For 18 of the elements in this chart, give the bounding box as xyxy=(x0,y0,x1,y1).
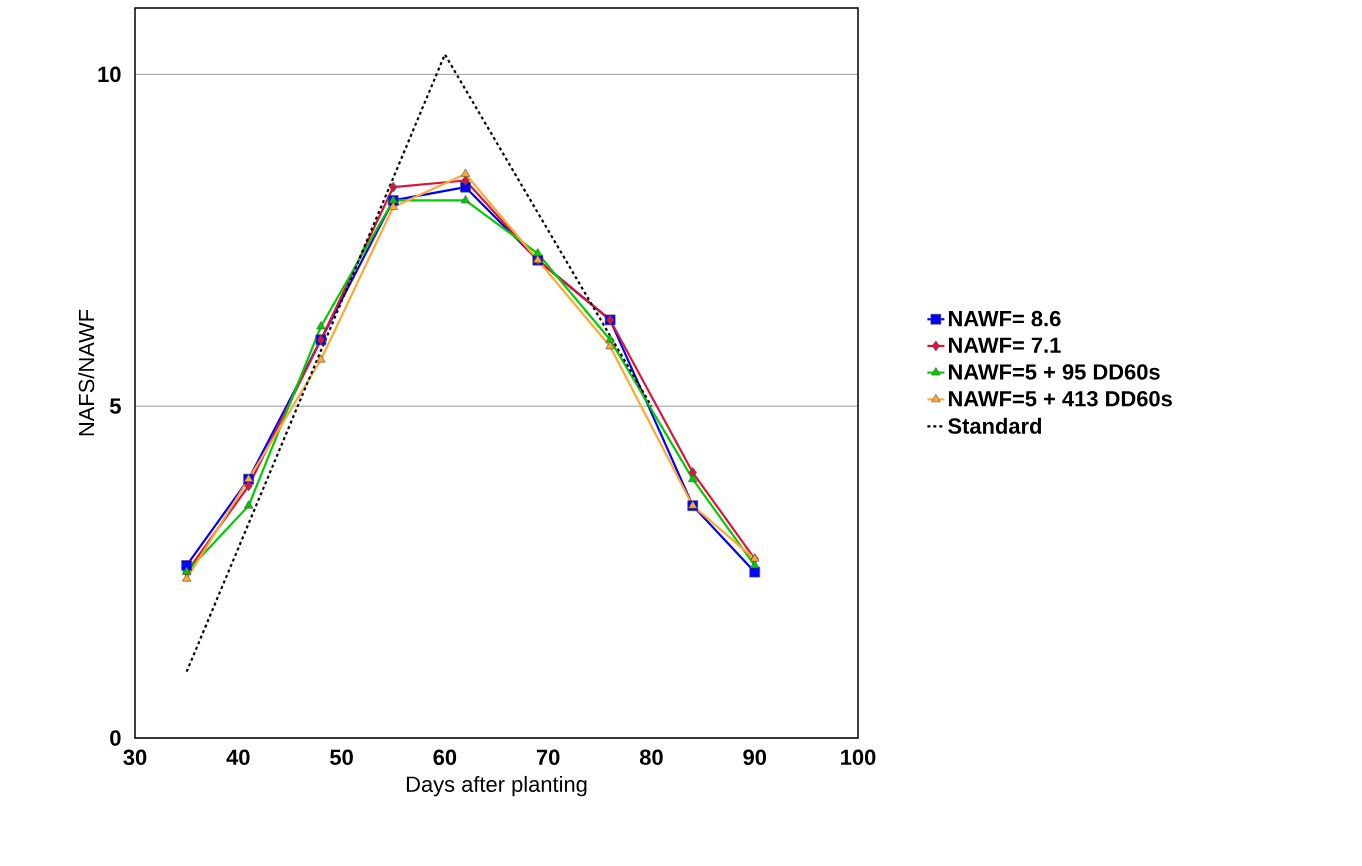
legend-label: NAWF=5 + 95 DD60s xyxy=(948,364,1160,380)
x-tick-label: 40 xyxy=(226,749,250,766)
x-tick-label: 100 xyxy=(841,749,876,766)
x-tick-label: 50 xyxy=(330,749,353,766)
x-tick-label: 80 xyxy=(639,749,663,766)
legend-label: Standard xyxy=(948,417,1042,434)
x-tick-label: 90 xyxy=(743,749,767,766)
x-tick-label: 30 xyxy=(123,749,147,766)
legend-label: NAWF= 8.6 xyxy=(948,310,1061,327)
x-tick-label: 60 xyxy=(433,749,457,766)
y-tick-label: 5 xyxy=(109,398,121,414)
legend-label: NAWF=5 + 413 DD60s xyxy=(948,390,1172,407)
legend-label: NAWF= 7.1 xyxy=(948,337,1061,353)
y-tick-label: 0 xyxy=(110,730,121,746)
x-tick-label: 70 xyxy=(536,749,560,766)
x-axis-title: Days after planting xyxy=(406,775,587,797)
y-axis-title: NAFS/NAWF xyxy=(78,309,95,436)
y-tick-label: 10 xyxy=(98,66,121,83)
